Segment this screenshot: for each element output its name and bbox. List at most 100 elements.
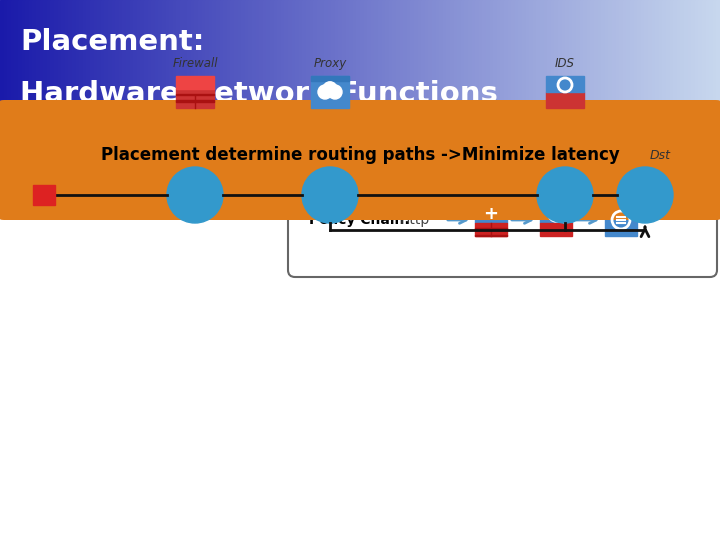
Bar <box>691 0 696 135</box>
Bar <box>281 0 285 135</box>
Bar <box>367 0 372 135</box>
Bar <box>346 0 350 135</box>
Bar <box>713 0 717 135</box>
Bar <box>544 0 548 135</box>
Bar <box>540 223 572 236</box>
Bar <box>407 0 411 135</box>
Bar <box>227 0 231 135</box>
Bar <box>522 0 526 135</box>
Bar <box>238 0 242 135</box>
Bar <box>94 0 98 135</box>
Bar <box>504 0 508 135</box>
Bar <box>115 0 120 135</box>
Bar <box>140 0 145 135</box>
Text: • Simple [Sigcomm’13]: • Simple [Sigcomm’13] <box>44 198 206 212</box>
Bar <box>234 0 238 135</box>
Bar <box>486 0 490 135</box>
Bar <box>180 0 184 135</box>
Bar <box>511 0 516 135</box>
Bar <box>33 185 55 205</box>
Bar <box>328 0 332 135</box>
Bar <box>716 0 720 135</box>
Bar <box>688 0 692 135</box>
Text: Proxy: Proxy <box>313 57 346 70</box>
Text: Placement determine routing paths ->Minimize latency: Placement determine routing paths ->Mini… <box>101 146 619 164</box>
Bar <box>144 0 148 135</box>
Bar <box>680 0 685 135</box>
Bar <box>353 0 357 135</box>
Bar <box>18 0 22 135</box>
Bar <box>576 0 580 135</box>
Bar <box>436 0 440 135</box>
Bar <box>133 0 138 135</box>
Bar <box>695 0 699 135</box>
Bar <box>546 92 584 108</box>
Bar <box>421 0 426 135</box>
Bar <box>4 0 8 135</box>
Bar <box>475 223 507 236</box>
Bar <box>119 0 123 135</box>
Bar <box>22 0 26 135</box>
Bar <box>176 89 214 108</box>
Bar <box>248 0 253 135</box>
Circle shape <box>323 82 337 96</box>
Bar <box>47 0 51 135</box>
Bar <box>277 0 282 135</box>
Bar <box>630 0 634 135</box>
Bar <box>79 0 84 135</box>
Bar <box>151 0 156 135</box>
Bar <box>479 0 483 135</box>
Bar <box>569 0 573 135</box>
Bar <box>475 228 507 230</box>
Bar <box>472 0 476 135</box>
Bar <box>187 0 192 135</box>
Text: • Traffic Steering: • Traffic Steering <box>44 178 162 192</box>
Bar <box>457 0 462 135</box>
Bar <box>497 0 501 135</box>
Bar <box>454 0 458 135</box>
Bar <box>263 0 267 135</box>
Bar <box>659 0 663 135</box>
Bar <box>400 0 404 135</box>
Bar <box>432 0 436 135</box>
Text: Hardware Network Functions: Hardware Network Functions <box>20 80 498 108</box>
Bar <box>565 0 570 135</box>
Bar <box>533 0 537 135</box>
Bar <box>371 0 375 135</box>
Bar <box>475 234 507 236</box>
Bar <box>623 0 627 135</box>
Bar <box>641 0 645 135</box>
Bar <box>634 0 638 135</box>
Bar <box>677 0 681 135</box>
Bar <box>155 0 159 135</box>
Bar <box>288 0 292 135</box>
Text: Firewall: Firewall <box>471 174 511 184</box>
Circle shape <box>328 85 342 99</box>
Bar <box>76 0 80 135</box>
Bar <box>112 0 116 135</box>
Bar <box>158 0 163 135</box>
Bar <box>551 0 555 135</box>
Text: Http: Http <box>400 213 431 227</box>
Bar <box>11 0 15 135</box>
Bar <box>97 0 102 135</box>
Text: • Chained network functions: • Chained network functions <box>22 153 260 171</box>
Bar <box>515 0 519 135</box>
Bar <box>608 0 613 135</box>
Bar <box>702 0 706 135</box>
Bar <box>209 0 213 135</box>
Bar <box>536 0 541 135</box>
Bar <box>252 0 256 135</box>
Bar <box>0 0 4 135</box>
Text: Firewall: Firewall <box>172 57 217 70</box>
Bar <box>311 76 349 81</box>
Circle shape <box>617 167 673 223</box>
Text: Dst: Dst <box>650 149 671 162</box>
Bar <box>500 0 505 135</box>
Bar <box>601 0 606 135</box>
Bar <box>122 0 127 135</box>
Bar <box>590 0 595 135</box>
Bar <box>223 0 228 135</box>
Text: Proxy: Proxy <box>606 174 636 184</box>
Bar <box>443 0 447 135</box>
